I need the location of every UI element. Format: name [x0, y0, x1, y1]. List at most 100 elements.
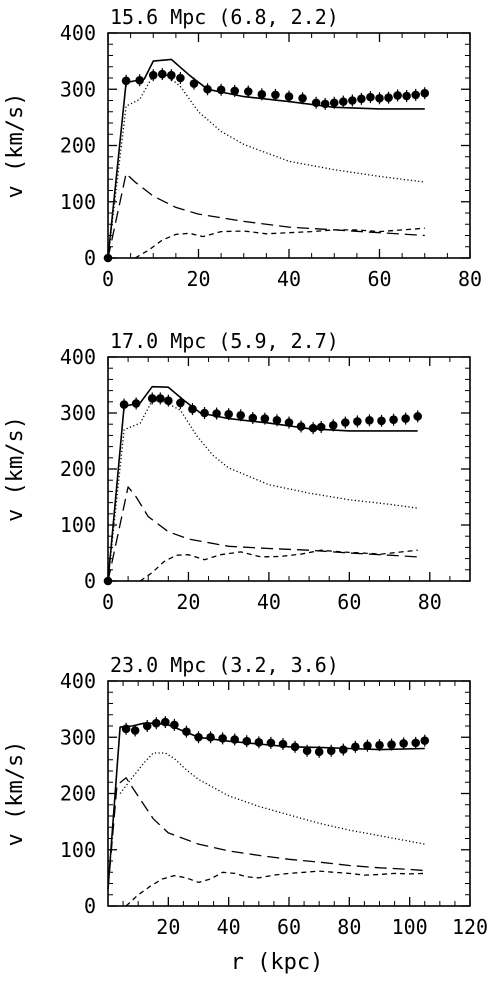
data-point: [272, 415, 282, 425]
data-point: [351, 742, 360, 752]
data-point: [348, 96, 357, 105]
data-point: [158, 69, 167, 79]
data-point: [176, 398, 185, 408]
chart-panel-3: 23.0 Mpc (3.2, 3.6) 0 100 200 300 400 20 40 60 80…: [3, 653, 488, 975]
curve-short-dashed: [125, 870, 425, 907]
data-point: [243, 87, 253, 96]
data-point: [328, 421, 338, 430]
chart-panel-2: 17.0 Mpc (5.9, 2.7) 0 100 200 300 400 0 20 40 60 8…: [3, 329, 471, 614]
data-point: [420, 736, 430, 745]
observed-points: [121, 716, 430, 758]
y-tick-label: 200: [60, 134, 96, 158]
data-point: [302, 746, 312, 756]
x-tick-label: 80: [418, 590, 442, 614]
data-point: [284, 418, 294, 427]
data-point: [248, 413, 258, 423]
y-tick-label: 100: [60, 190, 96, 214]
chart-panel-1: 15.6 Mpc (6.8, 2.2) 0 100 200 300 400 0 20 40 60 8…: [3, 5, 482, 291]
data-point: [164, 396, 173, 405]
data-point: [147, 394, 157, 403]
data-point: [411, 738, 421, 748]
panel-title: 17.0 Mpc (5.9, 2.7): [110, 329, 339, 353]
data-point: [206, 732, 215, 742]
data-point: [402, 91, 411, 101]
observed-points: [103, 68, 430, 263]
data-point: [339, 97, 348, 106]
x-tick-label: 20: [176, 590, 200, 614]
data-point: [393, 91, 402, 100]
data-point: [357, 94, 366, 104]
data-point: [339, 745, 348, 754]
curve-short-dashed: [134, 227, 425, 259]
data-point: [155, 394, 165, 403]
data-point: [130, 726, 140, 735]
data-point: [366, 92, 375, 102]
data-point: [121, 76, 131, 86]
data-point: [411, 90, 421, 100]
curve-dashed: [107, 172, 425, 259]
curve-solid: [107, 385, 418, 582]
y-tick-label: 200: [60, 782, 96, 806]
panel-title: 15.6 Mpc (6.8, 2.2): [110, 5, 339, 29]
data-point: [236, 410, 246, 420]
curve-solid: [107, 58, 425, 259]
data-point: [284, 92, 294, 101]
data-point: [119, 400, 129, 409]
x-tick-label: 40: [257, 590, 281, 614]
data-point: [224, 409, 233, 419]
data-point: [189, 79, 199, 88]
y-axis-label: v (km/s): [3, 93, 28, 199]
curve-solid: [107, 722, 425, 890]
data-point: [271, 90, 280, 100]
curve-short-dashed: [139, 549, 418, 582]
y-tick-label: 400: [60, 21, 96, 45]
y-axis-label: v (km/s): [3, 416, 28, 522]
y-tick-label: 300: [60, 401, 96, 425]
x-tick-label: 0: [102, 590, 114, 614]
data-point: [148, 70, 158, 80]
data-point: [413, 412, 423, 421]
y-tick-label: 300: [60, 725, 96, 749]
data-point: [188, 404, 197, 414]
x-tick-label: 40: [217, 915, 241, 939]
data-point: [176, 73, 185, 83]
y-tick-label: 300: [60, 77, 96, 101]
curve-dashed: [107, 777, 425, 890]
data-point: [375, 740, 384, 750]
x-tick-label: 60: [277, 915, 301, 939]
y-tick-label: 200: [60, 457, 96, 481]
data-point: [341, 418, 350, 427]
data-point: [375, 93, 384, 103]
y-tick-label: 400: [60, 669, 96, 693]
x-tick-label: 60: [337, 590, 361, 614]
y-tick-label: 0: [84, 569, 96, 593]
data-point: [389, 415, 398, 425]
plot-frame: [107, 680, 471, 907]
data-point: [387, 740, 396, 749]
curve-dashed: [107, 486, 418, 582]
plot-frame: [107, 32, 471, 259]
data-point: [420, 88, 430, 98]
x-tick-label: 80: [337, 915, 361, 939]
data-point: [254, 738, 264, 747]
data-point: [167, 70, 176, 80]
x-tick-label: 0: [102, 267, 114, 291]
curve-dotted: [107, 74, 425, 259]
x-tick-label: 120: [452, 915, 488, 939]
curve-dotted: [107, 400, 418, 582]
data-point: [365, 415, 374, 425]
y-tick-label: 100: [60, 838, 96, 862]
x-tick-label: 60: [367, 267, 391, 291]
data-point: [401, 414, 410, 423]
y-tick-label: 0: [84, 246, 96, 270]
data-point: [242, 736, 252, 746]
x-tick-label: 20: [186, 267, 210, 291]
data-point: [399, 739, 408, 748]
plot-frame: [107, 356, 471, 582]
y-tick-label: 100: [60, 513, 96, 537]
data-point: [260, 414, 270, 423]
y-tick-label: 400: [60, 345, 96, 369]
data-point: [363, 741, 372, 750]
observed-points: [103, 392, 423, 586]
